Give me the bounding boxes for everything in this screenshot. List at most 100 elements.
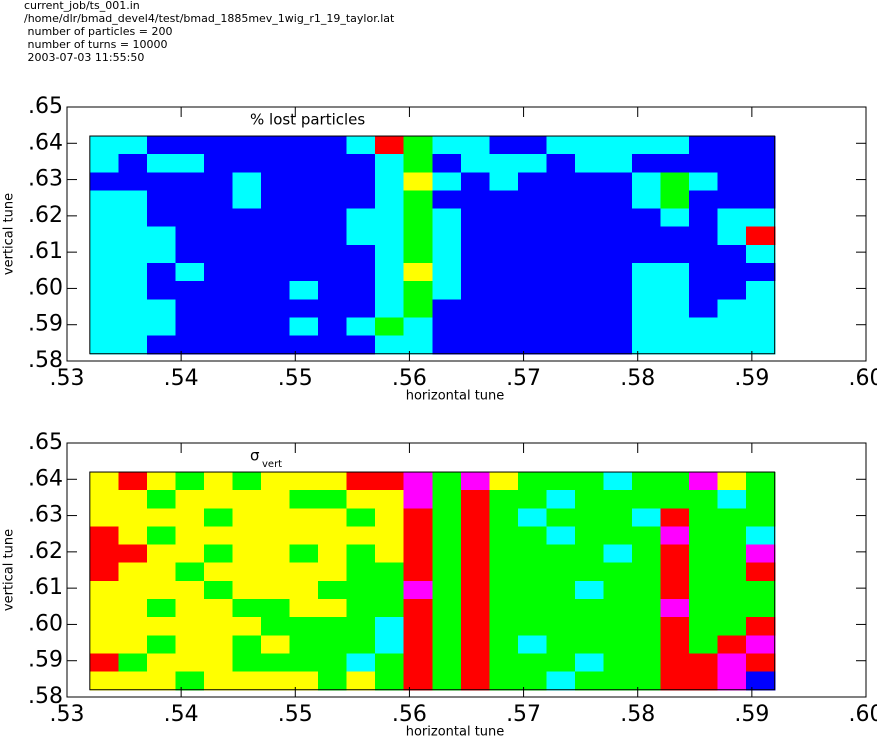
contour-cell [460, 508, 490, 528]
contour-cell [489, 671, 519, 691]
contour-cell [632, 136, 662, 155]
contour-cell [346, 317, 376, 337]
contour-cell [175, 281, 205, 300]
x-tick-label: .55 [278, 366, 313, 391]
contour-cell [175, 226, 205, 246]
contour-cell [203, 190, 234, 210]
contour-cell [232, 599, 262, 618]
contour-cell [261, 472, 291, 491]
contour-cell [375, 526, 405, 546]
contour-cell [517, 635, 547, 655]
contour-cell [574, 190, 605, 210]
contour-cell [346, 599, 376, 618]
contour-cell [689, 208, 719, 228]
contour-cell [346, 508, 376, 528]
contour-cell [546, 281, 576, 300]
contour-cell [232, 580, 262, 600]
contour-cell [574, 472, 605, 491]
contour-cell [261, 281, 291, 300]
contour-cell [574, 526, 605, 546]
contour-cell [603, 671, 633, 691]
contour-cell [660, 154, 690, 173]
contour-cell [289, 472, 319, 491]
contour-cell [689, 653, 719, 673]
contour-cell [546, 154, 576, 173]
contour-cell [375, 599, 405, 618]
contour-cell [689, 544, 719, 564]
y-axis-label: vertical tune [2, 529, 17, 611]
contour-cell [574, 154, 605, 173]
contour-cell [118, 562, 148, 582]
contour-cell [232, 544, 262, 564]
contour-cell [318, 208, 348, 228]
contour-field [89, 472, 776, 691]
contour-cell [403, 508, 433, 528]
contour-cell [403, 263, 433, 282]
contour-cell [717, 635, 747, 655]
y-tick-label: .62 [28, 203, 63, 228]
contour-cell [375, 136, 405, 155]
contour-cell [261, 226, 291, 246]
contour-cell [460, 671, 490, 691]
contour-cell [318, 508, 348, 528]
contour-cell [746, 490, 776, 509]
data-frame [89, 135, 776, 355]
contour-cell [574, 617, 605, 636]
contour-cell [460, 263, 490, 282]
contour-cell [89, 671, 119, 691]
contour-cell [146, 617, 177, 636]
contour-cell [289, 281, 319, 300]
contour-cell [203, 226, 234, 246]
contour-cell [432, 562, 462, 582]
contour-cell [574, 580, 605, 600]
contour-cell [689, 526, 719, 546]
contour-cell [546, 472, 576, 491]
contour-cell [746, 190, 776, 210]
contour-cell [746, 653, 776, 673]
contour-cell [203, 653, 234, 673]
contour-cell [489, 281, 519, 300]
contour-cell [203, 617, 234, 636]
contour-cell [403, 599, 433, 618]
header-line: number of particles = 200 [24, 25, 172, 38]
contour-cell [660, 263, 690, 282]
contour-cell [118, 580, 148, 600]
contour-cell [346, 136, 376, 155]
contour-cell [546, 136, 576, 155]
contour-cell [318, 299, 348, 319]
contour-cell [175, 472, 205, 491]
contour-cell [489, 299, 519, 319]
contour-cell [689, 190, 719, 210]
contour-cell [289, 599, 319, 618]
contour-cell [318, 335, 348, 355]
contour-cell [574, 508, 605, 528]
contour-cell [517, 526, 547, 546]
contour-cell [89, 172, 119, 192]
contour-cell [746, 136, 776, 155]
contour-cell [546, 617, 576, 636]
contour-cell [89, 490, 119, 509]
contour-cell [603, 580, 633, 600]
header-line: current_job/ts_001.in [24, 0, 140, 12]
contour-field [89, 136, 776, 355]
contour-cell [318, 317, 348, 337]
contour-cell [460, 172, 490, 192]
contour-cell [432, 317, 462, 337]
contour-cell [603, 208, 633, 228]
contour-cell [232, 617, 262, 636]
contour-cell [603, 299, 633, 319]
contour-cell [318, 526, 348, 546]
contour-cell [318, 635, 348, 655]
contour-cell [261, 635, 291, 655]
contour-cell [346, 281, 376, 300]
contour-cell [289, 580, 319, 600]
contour-cell [689, 317, 719, 337]
contour-cell [146, 653, 177, 673]
contour-cell [746, 617, 776, 636]
contour-cell [689, 599, 719, 618]
contour-cell [146, 281, 177, 300]
contour-cell [660, 299, 690, 319]
contour-cell [261, 208, 291, 228]
contour-cell [717, 208, 747, 228]
contour-cell [203, 299, 234, 319]
